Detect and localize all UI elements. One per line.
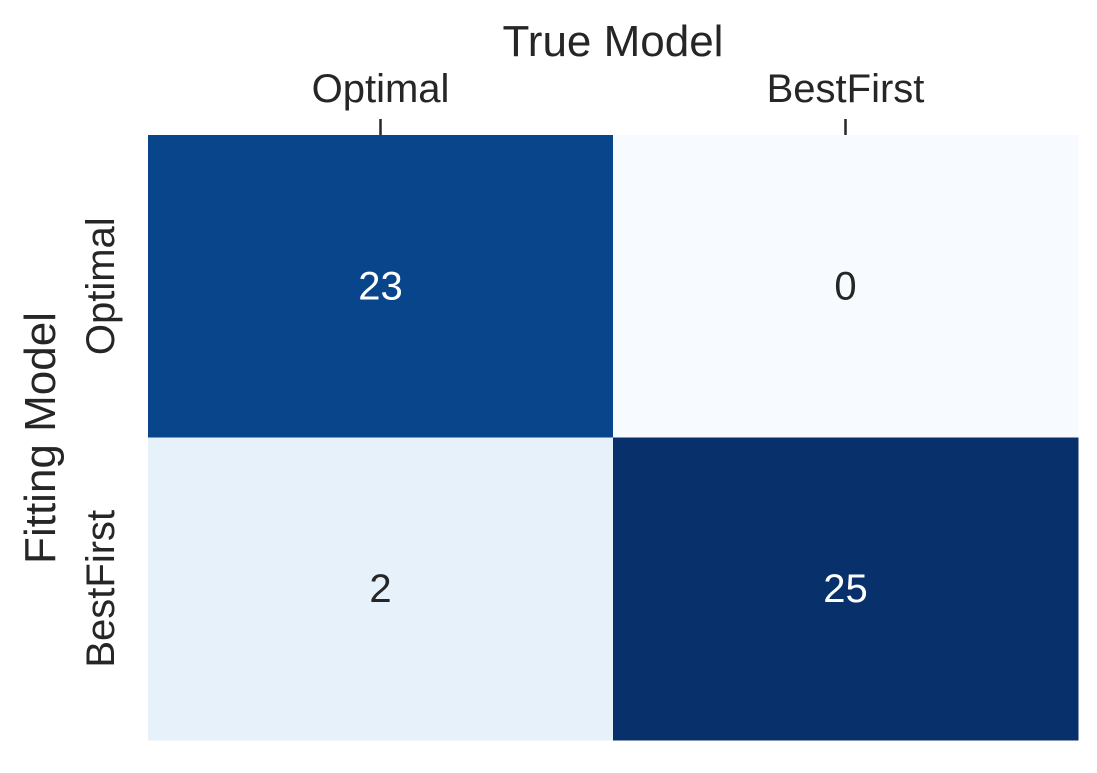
heatmap-cells: 23 0 2 25 xyxy=(148,135,1079,741)
y-tick-label-1: BestFirst xyxy=(79,510,123,668)
y-tick-label-0: Optimal xyxy=(79,217,123,355)
x-axis-ticks: Optimal BestFirst xyxy=(312,67,925,135)
heatmap-cell-r0-c1 xyxy=(613,135,1079,438)
heatmap-cell-r0-c0 xyxy=(148,135,614,438)
heatmap-cell-value-r0-c0: 23 xyxy=(358,264,403,308)
y-axis-title: Fitting Model xyxy=(16,312,65,564)
x-axis-title: True Model xyxy=(503,17,724,66)
heatmap-cell-r1-c0 xyxy=(148,437,614,741)
x-tick-label-1: BestFirst xyxy=(767,67,925,111)
heatmap-cell-r1-c1 xyxy=(613,437,1079,741)
heatmap-cell-value-r0-c1: 0 xyxy=(834,264,856,308)
heatmap-cell-value-r1-c0: 2 xyxy=(369,567,391,611)
x-tick-label-0: Optimal xyxy=(312,67,450,111)
y-axis-ticks: Optimal BestFirst xyxy=(79,217,123,667)
heatmap-cell-value-r1-c1: 25 xyxy=(823,567,868,611)
